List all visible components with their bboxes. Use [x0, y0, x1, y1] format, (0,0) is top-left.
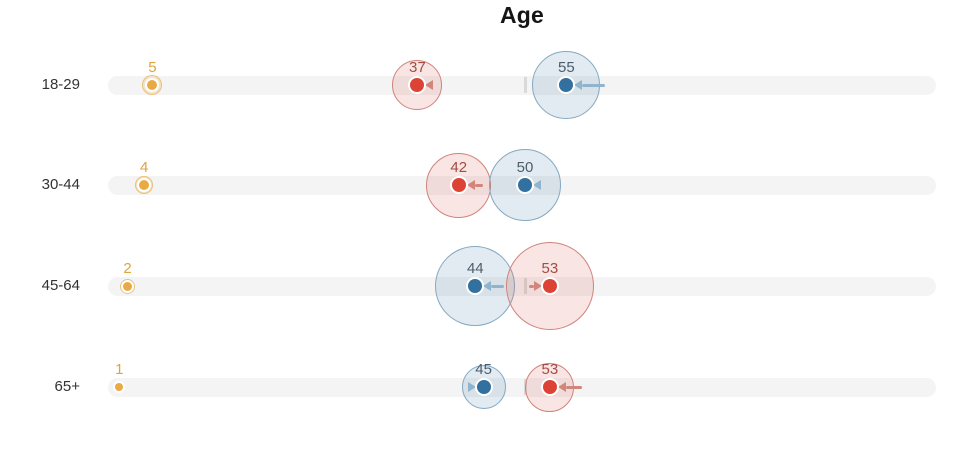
shift-arrow-tail — [565, 385, 582, 389]
bubble-value: 1 — [115, 361, 124, 378]
bubble-dot-yellow — [147, 80, 158, 90]
bubble-value: 53 — [541, 260, 559, 277]
shift-arrowhead-left — [557, 382, 566, 392]
bubble-dot-red — [542, 279, 557, 293]
bubble-value: 53 — [541, 361, 559, 378]
shift-arrow-tail — [474, 183, 483, 187]
bubble-value: 44 — [466, 260, 484, 277]
shift-arrow-tail — [491, 284, 505, 288]
age-group-label: 30-44 — [41, 176, 80, 193]
age-group-label: 65+ — [54, 378, 80, 395]
bubble-dot-red — [451, 178, 466, 192]
midpoint-tick — [523, 77, 527, 93]
age-group-label: 18-29 — [41, 76, 80, 93]
bubble-dot-blue — [559, 78, 574, 92]
shift-arrow-tail — [582, 83, 606, 87]
shift-arrowhead-left — [533, 180, 541, 190]
age-group-label: 45-64 — [41, 277, 80, 294]
track-bar — [108, 75, 936, 95]
bubble-value: 37 — [409, 59, 426, 76]
bubble-dot-blue — [476, 380, 491, 394]
bubble-value: 5 — [148, 59, 157, 76]
bubble-dot-blue — [518, 178, 532, 192]
shift-arrowhead-right — [533, 281, 542, 291]
midpoint-tick — [523, 379, 527, 395]
shift-arrowhead-left — [483, 281, 492, 291]
bubble-dot-yellow — [123, 281, 133, 291]
bubble-value: 2 — [123, 260, 132, 277]
bubble-value: 42 — [450, 159, 468, 176]
bubble-value: 45 — [475, 361, 492, 378]
bubble-dot-yellow — [115, 383, 124, 391]
bubble-value: 55 — [558, 59, 575, 76]
bubble-dot-red — [542, 380, 557, 394]
bubble-value: 50 — [516, 159, 534, 176]
shift-arrowhead-right — [467, 382, 476, 392]
bubble-dot-blue — [468, 279, 483, 293]
track-bar — [108, 377, 936, 397]
bubble-dot-red — [410, 78, 425, 92]
bubble-circle-red — [392, 60, 443, 110]
shift-arrowhead-left — [574, 80, 583, 90]
shift-arrow-tail — [528, 284, 534, 288]
bubble-dot-yellow — [139, 180, 150, 190]
shift-arrowhead-left — [425, 80, 434, 90]
bubble-value: 4 — [139, 159, 149, 176]
chart-title: Age — [499, 2, 545, 28]
shift-arrowhead-left — [466, 180, 475, 190]
